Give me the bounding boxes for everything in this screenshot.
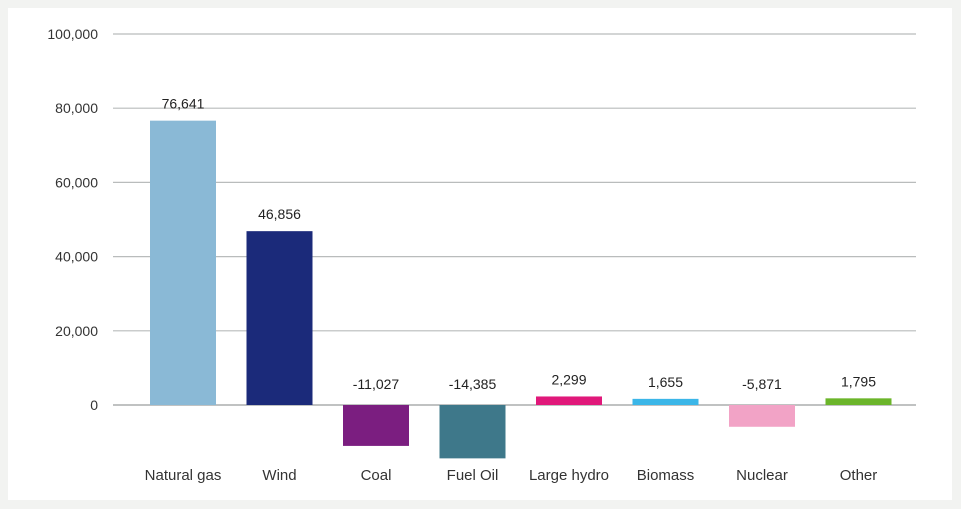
y-tick-label: 100,000	[47, 26, 98, 42]
y-tick-label: 60,000	[55, 174, 98, 190]
bar	[246, 231, 313, 405]
data-labels: 76,641 46,856 -11,027 -14,385 2,299 1,655 -5,8…	[162, 96, 877, 392]
data-label: 76,641	[162, 96, 205, 112]
y-tick-label: 40,000	[55, 249, 98, 265]
x-axis-category-labels: Natural gas Wind Coal Fuel Oil Large hydro Bi…	[145, 467, 878, 484]
data-label: 2,299	[551, 371, 586, 387]
bar	[729, 405, 795, 427]
data-label: 1,795	[841, 373, 876, 389]
bar	[439, 405, 506, 459]
category-label: Natural gas	[145, 467, 222, 484]
category-label: Large hydro	[529, 467, 609, 484]
y-axis-tick-labels: 0 20,000 40,000 60,000 80,000 100,000	[47, 26, 98, 413]
y-tick-label: 80,000	[55, 100, 98, 116]
bar	[632, 398, 699, 405]
category-label: Other	[840, 467, 878, 484]
data-label: 46,856	[258, 206, 301, 222]
y-tick-label: 20,000	[55, 323, 98, 339]
y-tick-label: 0	[90, 397, 98, 413]
category-label: Biomass	[637, 467, 695, 484]
data-label: -14,385	[449, 376, 497, 392]
data-label: -5,871	[742, 376, 782, 392]
bar	[150, 120, 216, 405]
data-label: 1,655	[648, 374, 683, 390]
category-label: Fuel Oil	[447, 467, 499, 484]
gridlines	[113, 33, 916, 406]
category-label: Wind	[262, 467, 296, 484]
category-label: Coal	[361, 467, 392, 484]
bar	[825, 398, 892, 405]
bars	[150, 120, 892, 459]
bar	[343, 405, 409, 446]
data-label: -11,027	[353, 376, 400, 392]
bar	[536, 396, 602, 405]
category-label: Nuclear	[736, 467, 788, 484]
